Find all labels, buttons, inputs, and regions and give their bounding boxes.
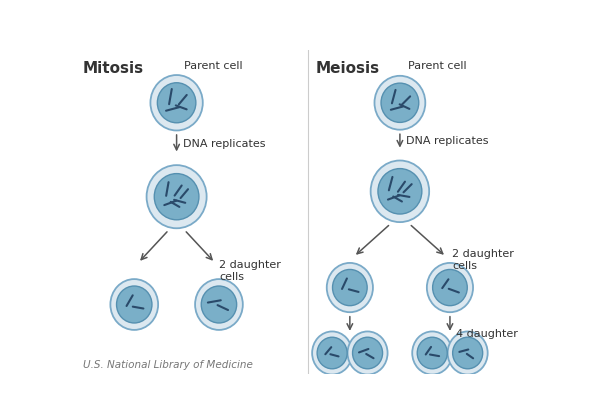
Text: 4 daughter
cells: 4 daughter cells [456,329,518,352]
Ellipse shape [116,286,152,323]
Text: 2 daughter
cells: 2 daughter cells [452,249,514,271]
Ellipse shape [201,286,236,323]
Ellipse shape [374,76,425,130]
Ellipse shape [381,83,419,122]
Ellipse shape [347,331,388,375]
Text: DNA replicates: DNA replicates [183,139,265,150]
Text: Meiosis: Meiosis [315,61,379,76]
Ellipse shape [327,263,373,312]
Ellipse shape [448,331,488,375]
Ellipse shape [412,331,452,375]
Text: Parent cell: Parent cell [407,61,466,71]
Ellipse shape [146,165,206,228]
Text: Parent cell: Parent cell [184,61,243,71]
Text: 2 daughter
cells: 2 daughter cells [219,260,281,282]
Text: U.S. National Library of Medicine: U.S. National Library of Medicine [83,360,253,370]
Ellipse shape [371,160,429,222]
Ellipse shape [195,279,243,330]
Ellipse shape [157,83,196,123]
Ellipse shape [154,173,199,220]
Ellipse shape [332,270,367,306]
Ellipse shape [151,75,203,131]
Ellipse shape [452,337,482,369]
Ellipse shape [317,337,347,369]
Ellipse shape [433,270,467,306]
Ellipse shape [353,337,383,369]
Text: Mitosis: Mitosis [83,61,144,76]
Ellipse shape [110,279,158,330]
Ellipse shape [378,168,422,214]
Ellipse shape [417,337,447,369]
Ellipse shape [312,331,352,375]
Text: DNA replicates: DNA replicates [406,136,488,146]
Ellipse shape [427,263,473,312]
